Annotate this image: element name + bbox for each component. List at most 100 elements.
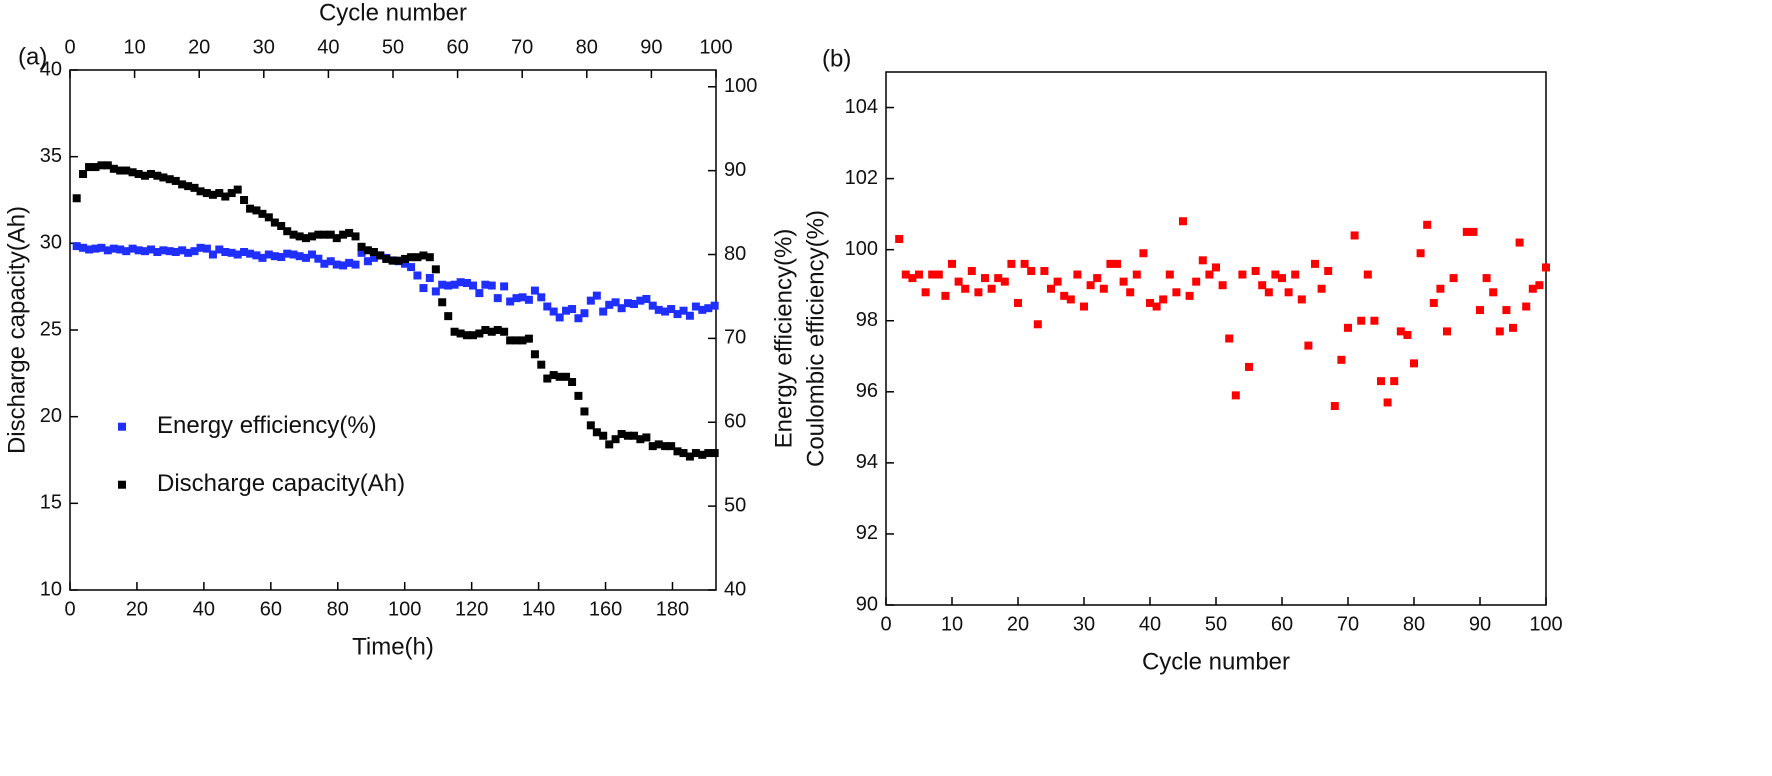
y-tick-label: 94 <box>856 451 878 473</box>
data-point <box>258 253 267 262</box>
data-point <box>518 336 527 345</box>
data-point <box>246 204 255 213</box>
data-point <box>661 442 670 451</box>
data-point <box>599 307 608 316</box>
data-point <box>530 286 539 295</box>
y2-tick-label: 70 <box>724 327 746 349</box>
data-point <box>140 171 149 180</box>
data-point <box>462 279 471 288</box>
data-point <box>85 163 94 172</box>
data-point <box>623 299 632 308</box>
y-tick-label: 30 <box>40 232 62 254</box>
data-point <box>79 243 88 252</box>
data-point <box>1033 320 1042 329</box>
data-point <box>987 284 996 293</box>
plot-frame <box>69 69 717 591</box>
data-point <box>1423 220 1432 229</box>
data-point <box>934 270 943 279</box>
y-tick-label: 98 <box>856 309 878 331</box>
data-point <box>642 294 651 303</box>
data-point <box>1522 302 1531 311</box>
data-point <box>357 248 366 257</box>
data-point <box>1482 274 1491 283</box>
data-point <box>537 293 546 302</box>
data-point <box>580 407 589 416</box>
data-point <box>1185 291 1194 300</box>
x-tick-label: 80 <box>327 598 349 620</box>
data-point <box>555 372 564 381</box>
data-point <box>524 334 533 343</box>
data-point <box>661 307 670 316</box>
data-point <box>357 242 366 251</box>
data-point <box>679 306 688 315</box>
y-tick-label: 100 <box>845 238 878 260</box>
data-point <box>147 170 156 178</box>
data-point <box>413 271 422 280</box>
data-point <box>611 435 620 444</box>
data-point <box>258 209 267 218</box>
data-point <box>407 253 416 262</box>
x-tick-label: 100 <box>1529 613 1562 635</box>
data-point <box>1476 306 1484 315</box>
y-tick-label: 25 <box>40 318 62 340</box>
data-point <box>72 194 81 203</box>
data-point <box>1132 270 1141 279</box>
data-point <box>122 247 131 256</box>
data-point <box>345 258 354 267</box>
data-point <box>376 251 385 260</box>
data-point <box>270 252 279 261</box>
data-point <box>351 232 360 241</box>
data-point <box>648 301 657 310</box>
data-point <box>184 182 193 191</box>
data-point <box>283 249 292 258</box>
data-point <box>512 294 521 303</box>
data-point <box>233 185 242 194</box>
data-point <box>295 252 304 261</box>
data-point <box>202 244 211 253</box>
x-tick-label: 50 <box>1205 613 1227 635</box>
data-point <box>1047 284 1055 293</box>
data-point <box>462 331 471 340</box>
data-point <box>171 248 180 256</box>
data-point <box>401 254 410 263</box>
data-point <box>103 246 112 255</box>
data-point <box>1528 284 1537 293</box>
data-point <box>270 218 279 227</box>
data-point <box>431 265 440 274</box>
data-point <box>518 293 527 302</box>
data-point <box>698 305 707 314</box>
data-point <box>537 360 546 369</box>
x2-tick-label: 0 <box>64 36 75 58</box>
data-point <box>1165 270 1174 279</box>
y-tick-label: 40 <box>40 58 62 80</box>
data-point <box>1304 341 1313 350</box>
data-point <box>215 189 224 198</box>
data-point <box>431 287 440 296</box>
data-point <box>1284 288 1293 297</box>
data-point <box>134 170 143 178</box>
data-point <box>326 230 335 239</box>
data-point <box>171 176 180 185</box>
data-point <box>487 281 496 290</box>
data-point <box>493 326 502 334</box>
data-point <box>332 234 341 243</box>
data-point <box>1509 323 1517 332</box>
data-point <box>568 305 577 314</box>
data-point <box>1179 217 1187 226</box>
data-point <box>456 278 465 287</box>
data-point <box>685 311 694 320</box>
y-tick-label: 92 <box>856 522 878 544</box>
data-point <box>691 449 700 458</box>
data-point <box>438 280 447 289</box>
data-point <box>667 305 676 314</box>
data-point <box>363 246 372 255</box>
data-point <box>246 249 255 258</box>
data-point <box>710 449 719 458</box>
data-point <box>605 440 614 449</box>
data-point <box>948 259 956 268</box>
data-point <box>475 289 484 298</box>
data-point <box>1066 295 1075 304</box>
panel-label: (a) <box>18 43 47 70</box>
data-point <box>592 291 601 300</box>
